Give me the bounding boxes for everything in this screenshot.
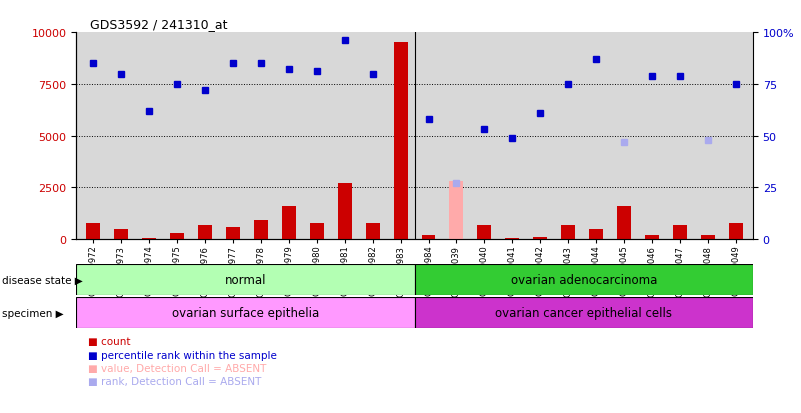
Text: ovarian cancer epithelial cells: ovarian cancer epithelial cells	[495, 306, 672, 319]
Bar	[365, 223, 380, 240]
Bar	[282, 206, 296, 240]
Bar	[254, 221, 268, 240]
Bar	[198, 225, 211, 240]
Bar	[729, 223, 743, 240]
Bar	[415, 297, 753, 328]
Text: ■ count: ■ count	[88, 337, 131, 347]
Bar	[226, 227, 239, 240]
Bar	[505, 239, 519, 240]
Text: ovarian adenocarcinoma: ovarian adenocarcinoma	[510, 273, 657, 286]
Text: ovarian surface epithelia: ovarian surface epithelia	[171, 306, 319, 319]
Bar	[477, 225, 492, 240]
Text: ■ value, Detection Call = ABSENT: ■ value, Detection Call = ABSENT	[88, 363, 267, 373]
Bar	[86, 223, 100, 240]
Bar	[76, 264, 415, 295]
Bar	[415, 264, 753, 295]
Bar	[76, 297, 415, 328]
Bar	[533, 237, 547, 240]
Bar	[393, 43, 408, 240]
Bar	[142, 239, 156, 240]
Text: ■ rank, Detection Call = ABSENT: ■ rank, Detection Call = ABSENT	[88, 376, 261, 386]
Text: specimen ▶: specimen ▶	[2, 308, 63, 318]
Bar	[421, 235, 436, 240]
Bar	[701, 235, 715, 240]
Bar	[114, 229, 128, 240]
Bar	[673, 225, 687, 240]
Bar	[337, 184, 352, 240]
Bar	[618, 206, 631, 240]
Bar	[170, 233, 183, 240]
Bar	[646, 235, 659, 240]
Bar	[590, 229, 603, 240]
Text: ■ percentile rank within the sample: ■ percentile rank within the sample	[88, 350, 277, 360]
Bar	[562, 225, 575, 240]
Bar	[449, 182, 464, 240]
Bar	[310, 223, 324, 240]
Text: normal: normal	[224, 273, 266, 286]
Text: disease state ▶: disease state ▶	[2, 275, 83, 285]
Text: GDS3592 / 241310_at: GDS3592 / 241310_at	[90, 17, 227, 31]
